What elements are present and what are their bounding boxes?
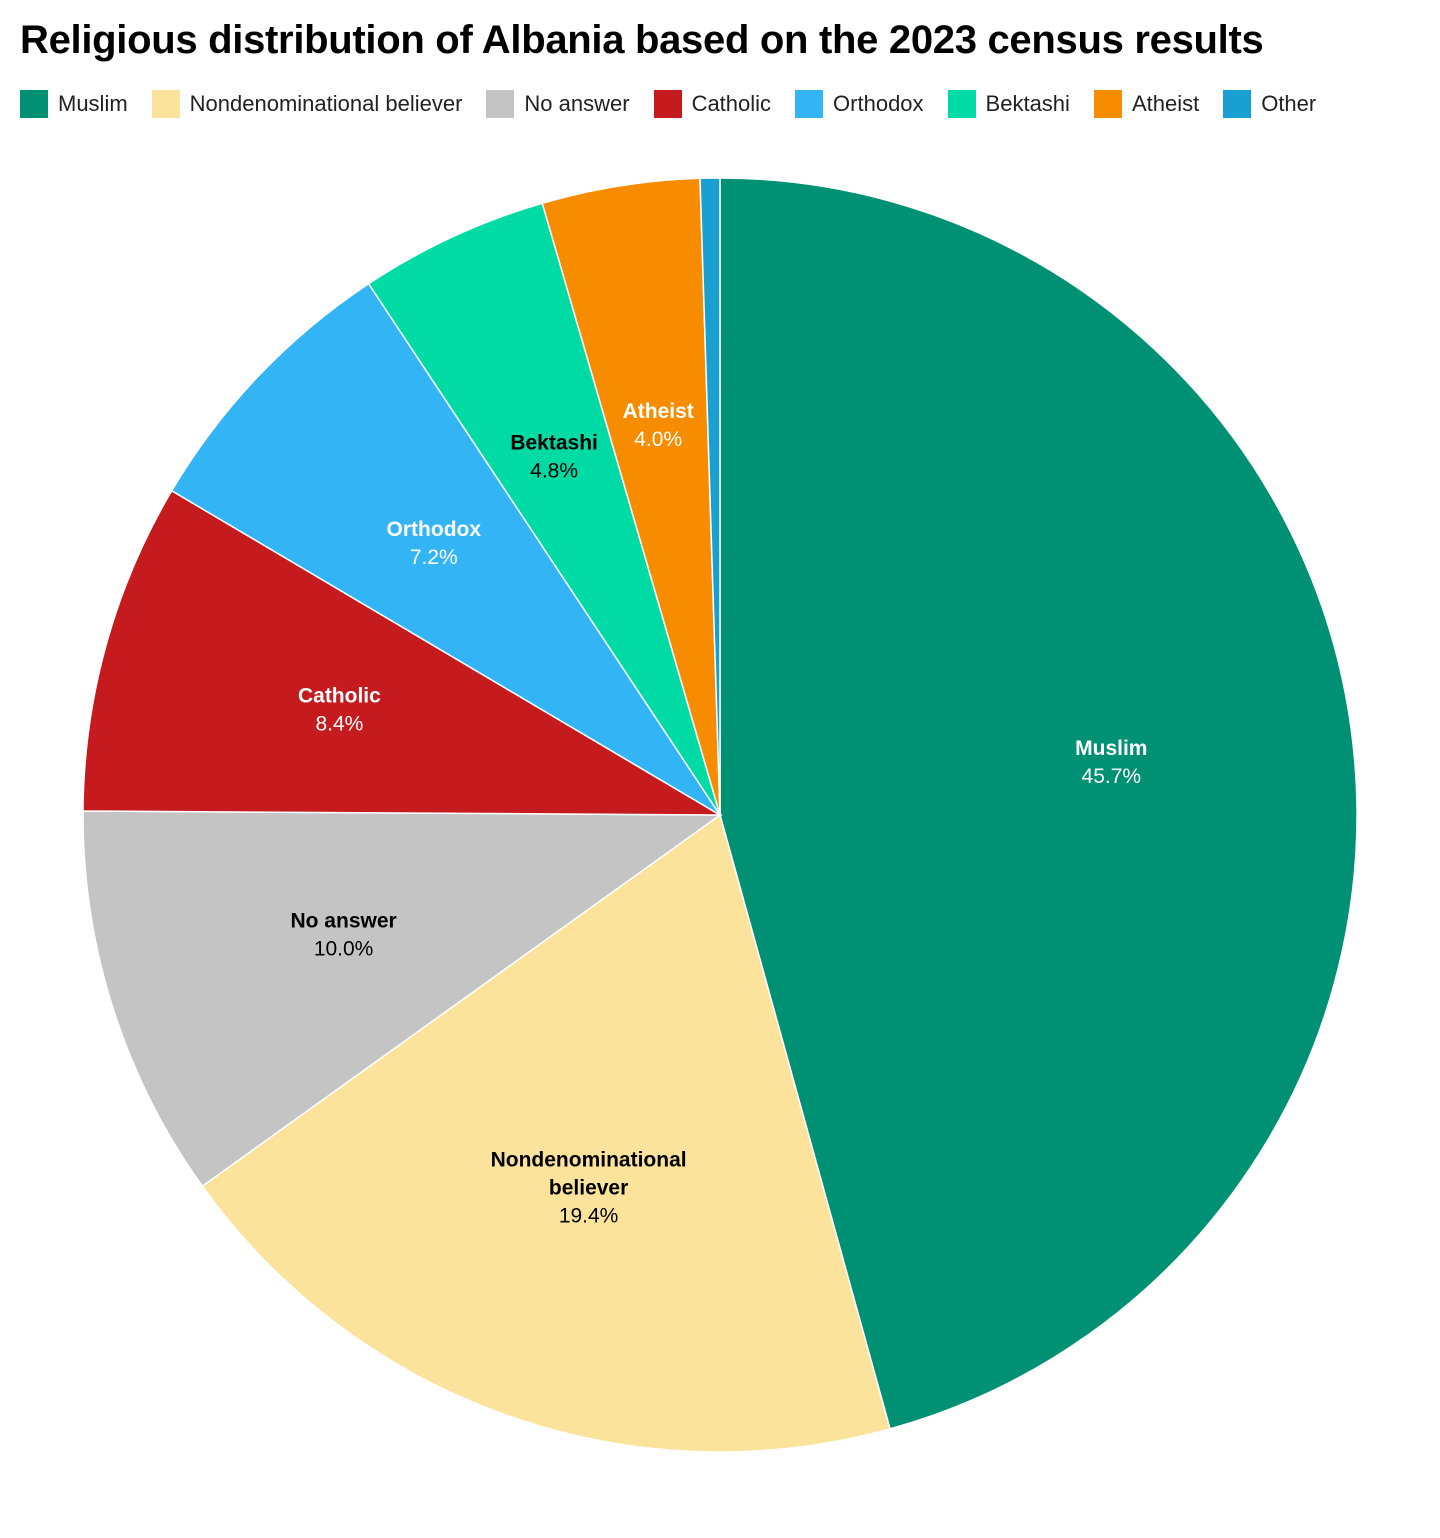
legend-item-no-answer: No answer bbox=[486, 90, 630, 118]
legend-swatch-orthodox bbox=[795, 90, 824, 118]
slice-value-catholic: 8.4% bbox=[315, 713, 363, 736]
legend-label-atheist: Atheist bbox=[1131, 91, 1200, 116]
slice-catholic bbox=[82, 489, 723, 816]
slice-name-catholic: Catholic bbox=[298, 685, 381, 708]
pie-slices bbox=[82, 177, 1358, 1453]
legend: Muslim Nondenominational believer No answe… bbox=[20, 88, 1340, 120]
slice-value-atheist: 4.0% bbox=[634, 428, 682, 451]
slice-label-muslim: Muslim 45.7% bbox=[1075, 737, 1147, 788]
slice-name-orthodox: Orthodox bbox=[387, 518, 482, 541]
legend-swatch-no-answer bbox=[486, 90, 515, 118]
legend-swatch-nondenominational-believer bbox=[151, 90, 180, 118]
legend-item-muslim: Muslim bbox=[20, 90, 128, 118]
slice-label-bektashi: Bektashi 4.8% bbox=[510, 432, 598, 483]
slice-muslim bbox=[719, 177, 1358, 1430]
legend-swatch-other bbox=[1223, 90, 1252, 118]
legend-item-atheist: Atheist bbox=[1093, 90, 1200, 118]
legend-label-other: Other bbox=[1261, 91, 1317, 116]
chart-title: Religious distribution of Albania based … bbox=[20, 18, 1264, 62]
legend-swatch-muslim bbox=[20, 90, 48, 118]
legend-label-orthodox: Orthodox bbox=[833, 91, 924, 116]
slice-name-nondenominational-believer: Nondenominational bbox=[491, 1148, 687, 1171]
slice-name-no-answer: No answer bbox=[290, 910, 396, 933]
slice-other bbox=[699, 177, 721, 816]
legend-item-catholic: Catholic bbox=[653, 90, 772, 118]
legend-swatch-bektashi bbox=[947, 90, 976, 118]
legend-label-no-answer: No answer bbox=[524, 91, 630, 116]
slice-label-atheist: Atheist 4.0% bbox=[623, 400, 694, 451]
legend-item-orthodox: Orthodox bbox=[795, 90, 924, 118]
slice-name-atheist: Atheist bbox=[623, 400, 694, 423]
legend-swatch-catholic bbox=[653, 90, 682, 118]
legend-label-catholic: Catholic bbox=[691, 91, 772, 116]
legend-label-muslim: Muslim bbox=[58, 91, 128, 116]
slice-value-bektashi: 4.8% bbox=[530, 460, 578, 483]
legend-item-nondenominational-believer: Nondenominational believer bbox=[151, 90, 463, 118]
legend-swatch-atheist bbox=[1093, 90, 1122, 118]
slice-value-muslim: 45.7% bbox=[1082, 765, 1142, 788]
slice-label-orthodox: Orthodox 7.2% bbox=[387, 518, 482, 569]
slice-value-nondenominational-believer: 19.4% bbox=[559, 1204, 619, 1227]
slice-label-catholic: Catholic 8.4% bbox=[298, 685, 381, 736]
pie-slice-labels: Muslim 45.7% Nondenominational believer 19.4… bbox=[290, 400, 1147, 1228]
slice-value-orthodox: 7.2% bbox=[410, 546, 458, 569]
legend-item-other: Other bbox=[1223, 90, 1316, 118]
slice-name-bektashi: Bektashi bbox=[510, 432, 598, 455]
slice-label-no-answer: No answer 10.0% bbox=[290, 910, 396, 961]
slice-value-no-answer: 10.0% bbox=[314, 938, 374, 961]
legend-item-bektashi: Bektashi bbox=[947, 90, 1070, 118]
legend-label-bektashi: Bektashi bbox=[985, 91, 1070, 116]
slice-no-answer bbox=[82, 810, 723, 1188]
slice-name-muslim: Muslim bbox=[1075, 737, 1147, 760]
slice-label-nondenominational-believer: Nondenominational believer 19.4% bbox=[491, 1148, 687, 1227]
slice-nondenominational-believer bbox=[201, 813, 891, 1453]
legend-label-nondenominational-believer: Nondenominational believer bbox=[189, 91, 463, 116]
slice-name-nondenominational-believer: believer bbox=[549, 1176, 628, 1199]
slice-orthodox bbox=[170, 282, 721, 816]
slice-bektashi bbox=[367, 202, 721, 816]
